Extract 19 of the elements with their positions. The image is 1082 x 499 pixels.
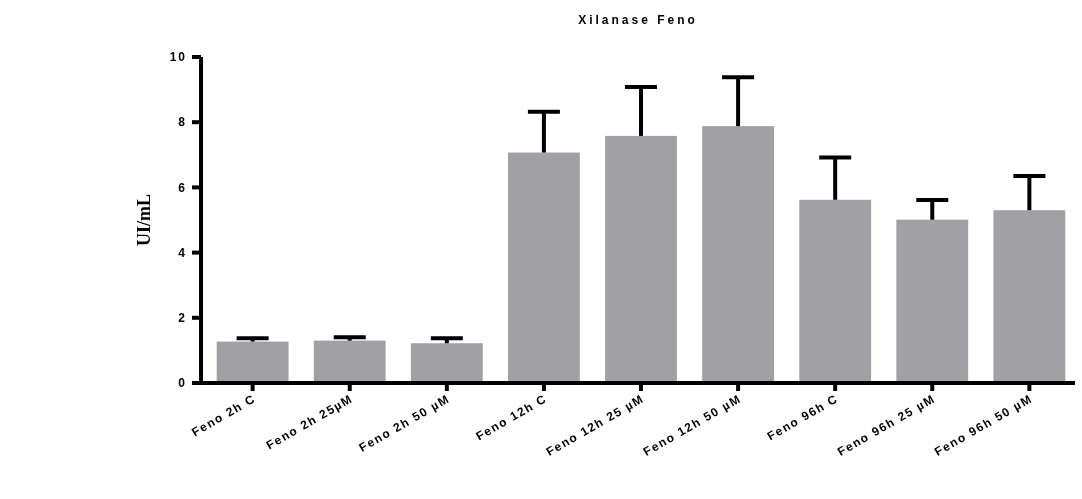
bar bbox=[216, 341, 289, 383]
y-tick-label: 0 bbox=[178, 376, 187, 391]
bar bbox=[410, 343, 483, 383]
y-tick-label: 8 bbox=[178, 115, 187, 130]
chart-title: Xilanase Feno bbox=[578, 13, 698, 27]
y-tick-label: 10 bbox=[169, 50, 187, 65]
bar bbox=[702, 126, 775, 383]
y-axis-title: UI/mL bbox=[134, 193, 154, 247]
bar bbox=[605, 135, 677, 383]
x-tick-label: Feno 96h C bbox=[764, 391, 841, 444]
y-tick-label: 2 bbox=[178, 311, 187, 325]
bar bbox=[993, 210, 1066, 383]
y-tick-label: 4 bbox=[178, 245, 187, 260]
y-tick-label: 6 bbox=[178, 180, 187, 195]
bar bbox=[507, 152, 580, 383]
bar bbox=[799, 199, 872, 383]
bar bbox=[896, 219, 969, 383]
x-tick-label: Feno 12h C bbox=[473, 391, 550, 444]
bar bbox=[313, 340, 386, 383]
